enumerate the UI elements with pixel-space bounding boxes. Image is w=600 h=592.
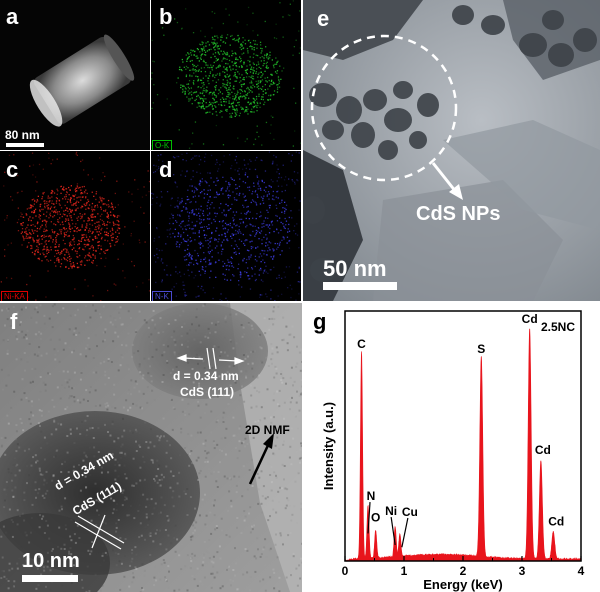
peak-arrow (401, 517, 409, 548)
peak-label: Ni (385, 504, 397, 518)
cds-nps-label: CdS NPs (416, 203, 501, 225)
peak-arrow (367, 502, 371, 534)
panel-label-c: c (6, 157, 19, 182)
x-axis-label: Energy (keV) (423, 577, 502, 592)
x-tick-label: 3 (519, 564, 526, 578)
stem-image (0, 0, 150, 150)
y-axis-label: Intensity (a.u.) (321, 402, 336, 490)
peak-label: N (367, 489, 376, 503)
panel-g: g 0 1 2 3 4 Energy (keV) Intensity (a.u.) 2.5NC… (303, 303, 600, 592)
panel-b: b O-K (151, 0, 301, 150)
element-tag-o: O-K (152, 140, 173, 150)
peak-label: Cd (548, 514, 564, 528)
panel-label-e: e (317, 6, 330, 31)
panel-label-b: b (159, 4, 173, 29)
peak-label: O (371, 510, 380, 524)
peak-label: Cd (522, 312, 538, 326)
panel-label-a: a (6, 4, 19, 29)
scale-text-e: 50 nm (323, 256, 387, 281)
nickel-map (0, 151, 150, 301)
x-tick-label: 4 (578, 564, 585, 578)
panel-f: f d = 0.34 nm CdS (111) d = 0.34 nm CdS … (0, 303, 302, 592)
peak-label: C (357, 337, 366, 351)
highlight-circle (310, 34, 458, 182)
peak-label: Cu (402, 505, 418, 519)
x-tick-label: 1 (401, 564, 408, 578)
panel-a: a 80 nm (0, 0, 150, 150)
scale-text-a: 80 nm (5, 128, 40, 142)
scale-text-f: 10 nm (22, 550, 80, 572)
eds-chart: 0 1 2 3 4 Energy (keV) Intensity (a.u.) 2.5NC C N… (321, 310, 585, 592)
oxygen-map (151, 0, 301, 150)
element-tag-ni: Ni-KA (1, 291, 28, 301)
x-tick-label: 0 (342, 564, 349, 578)
panel-label-d: d (159, 157, 173, 182)
peak-label: Cd (535, 443, 551, 457)
scale-bar-f (22, 575, 78, 582)
panel-e: e CdS NPs 50 nm (303, 0, 600, 301)
hrtem-image (0, 303, 302, 592)
spectrum-area (344, 328, 582, 562)
x-tick-label: 2 (460, 564, 467, 578)
panel-label-f: f (10, 309, 18, 334)
chart-title: 2.5NC (541, 320, 575, 334)
nitrogen-map (151, 151, 301, 301)
peak-label: S (477, 342, 485, 356)
plane-label-1: CdS (111) (180, 385, 235, 399)
panel-label-g: g (313, 309, 327, 334)
element-tag-n: N-K (152, 291, 172, 301)
scale-bar-a (6, 143, 44, 147)
plot-frame (344, 310, 582, 562)
panel-d: d N-K (151, 151, 301, 301)
peak-arrow (390, 517, 396, 545)
tem-image (303, 0, 600, 301)
nmf-label: 2D NMF (245, 423, 290, 437)
panel-c: c Ni-KA (0, 151, 150, 301)
scale-bar-e (323, 282, 397, 290)
d-spacing-label-1: d = 0.34 nm (173, 369, 239, 383)
